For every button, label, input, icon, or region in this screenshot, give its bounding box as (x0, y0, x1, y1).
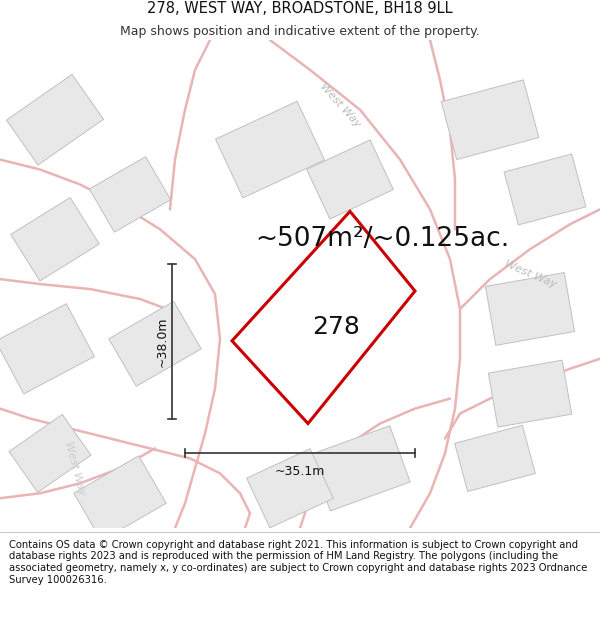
Text: ~38.0m: ~38.0m (155, 316, 169, 367)
Text: West Way: West Way (63, 441, 87, 496)
Text: ~507m²/~0.125ac.: ~507m²/~0.125ac. (255, 226, 509, 253)
Text: West Way: West Way (318, 81, 362, 129)
Text: West Way: West Way (503, 259, 557, 289)
Text: ~35.1m: ~35.1m (275, 465, 325, 478)
Text: Contains OS data © Crown copyright and database right 2021. This information is : Contains OS data © Crown copyright and d… (9, 540, 587, 584)
Text: 278: 278 (313, 314, 360, 339)
Text: 278, WEST WAY, BROADSTONE, BH18 9LL: 278, WEST WAY, BROADSTONE, BH18 9LL (147, 1, 453, 16)
Text: Map shows position and indicative extent of the property.: Map shows position and indicative extent… (120, 25, 480, 38)
